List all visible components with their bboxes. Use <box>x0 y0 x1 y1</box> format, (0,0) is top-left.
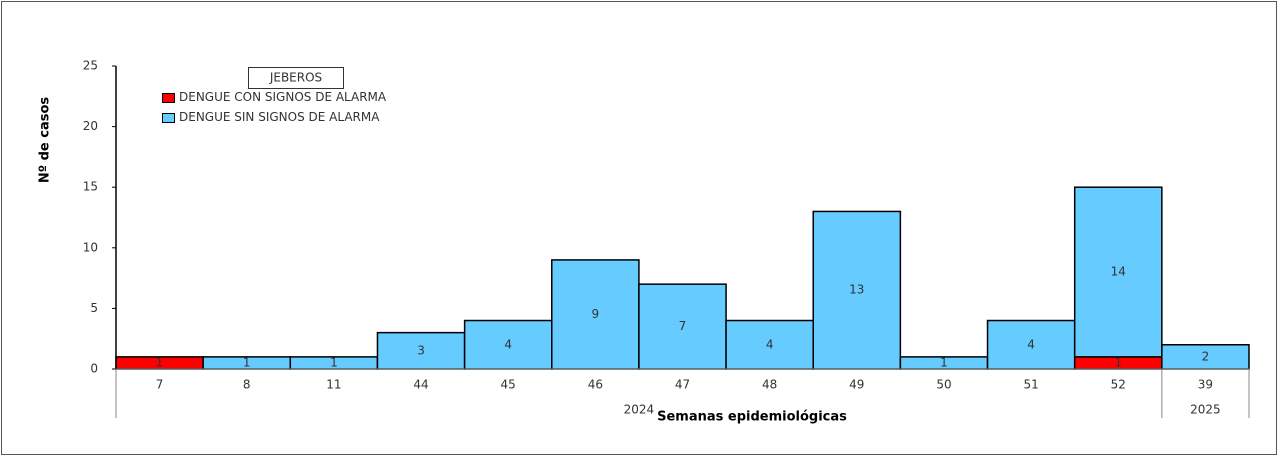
data-label: 1 <box>1114 355 1122 369</box>
data-label: 2 <box>1202 349 1210 363</box>
x-tick-label: 46 <box>588 378 603 392</box>
data-label: 1 <box>243 355 251 369</box>
bar-segment <box>376 331 466 370</box>
legend: DENGUE CON SIGNOS DE ALARMA DENGUE SIN SI… <box>162 90 492 124</box>
x-tick-label: 39 <box>1198 378 1213 392</box>
y-tick-label: 5 <box>90 301 98 315</box>
y-tick-label: 25 <box>83 59 98 73</box>
x-tick-label: 52 <box>1111 378 1126 392</box>
legend-item: DENGUE CON SIGNOS DE ALARMA <box>162 90 492 104</box>
legend-swatch <box>162 113 175 123</box>
data-label: 1 <box>156 355 164 369</box>
legend-title-box <box>248 67 344 89</box>
data-label: 9 <box>592 307 600 321</box>
bar-segment <box>1073 186 1163 358</box>
data-label: 13 <box>849 283 864 297</box>
x-tick-label: 49 <box>849 378 864 392</box>
y-tick-label: 0 <box>90 362 98 376</box>
legend-item: DENGUE SIN SIGNOS DE ALARMA <box>162 110 492 124</box>
x-tick-label: 48 <box>762 378 777 392</box>
y-tick-label: 20 <box>83 119 98 133</box>
data-label: 1 <box>940 355 948 369</box>
x-tick-label: 8 <box>243 378 251 392</box>
x-tick-label: 11 <box>326 378 341 392</box>
data-label: 4 <box>1027 337 1035 351</box>
x-axis-title: Semanas epidemiológicas <box>657 410 847 425</box>
bar-segment <box>986 319 1076 370</box>
y-tick-label: 15 <box>83 180 98 194</box>
x-tick-label: 47 <box>675 378 690 392</box>
y-tick-label: 10 <box>83 240 98 254</box>
legend-swatch <box>162 93 175 103</box>
data-label: 3 <box>417 343 425 357</box>
data-label: 1 <box>330 355 338 369</box>
legend-label: DENGUE SIN SIGNOS DE ALARMA <box>179 110 380 124</box>
legend-title: JEBEROS <box>269 71 322 85</box>
bar-segment <box>551 259 640 370</box>
group-label: 2024 <box>624 403 655 417</box>
group-label: 2025 <box>1190 403 1221 417</box>
bar-segment <box>1161 344 1250 370</box>
x-tick-label: 44 <box>413 378 428 392</box>
data-label: 7 <box>679 319 687 333</box>
x-tick-label: 45 <box>501 378 516 392</box>
y-axis-title: Nº de casos <box>38 97 53 184</box>
x-tick-label: 50 <box>936 378 951 392</box>
x-tick-label: 7 <box>156 378 164 392</box>
legend-label: DENGUE CON SIGNOS DE ALARMA <box>179 90 387 104</box>
data-label: 4 <box>504 337 512 351</box>
legend-items: DENGUE CON SIGNOS DE ALARMA DENGUE SIN SI… <box>162 90 492 124</box>
bar-segment <box>812 210 902 370</box>
data-label: 4 <box>766 337 774 351</box>
bar-segment <box>725 319 814 370</box>
x-tick-label: 51 <box>1023 378 1038 392</box>
data-label: 14 <box>1111 265 1126 279</box>
